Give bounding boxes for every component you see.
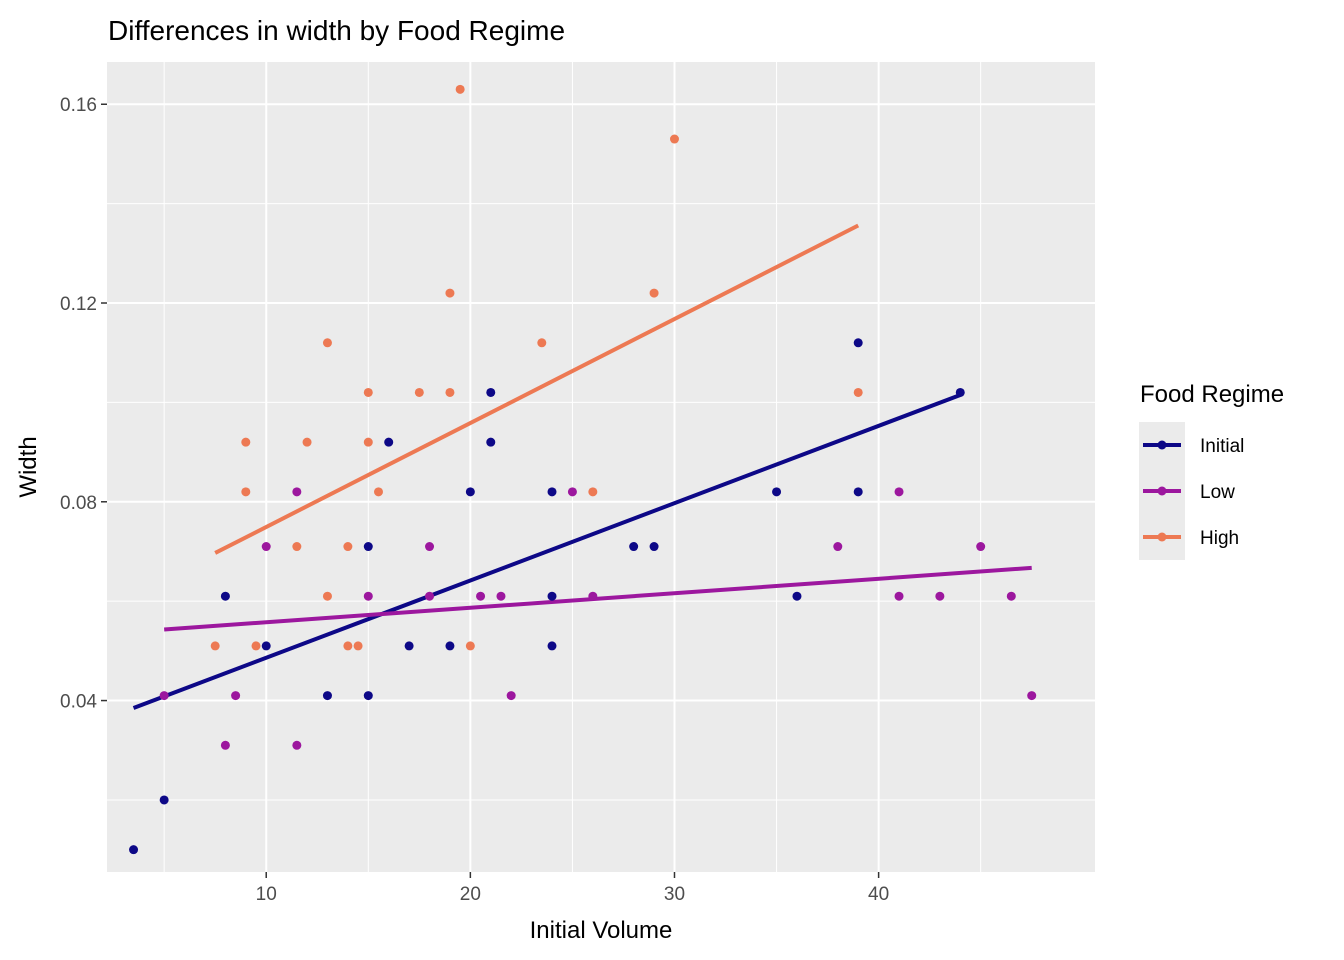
point-initial bbox=[404, 641, 414, 651]
point-initial bbox=[445, 641, 455, 651]
point-high bbox=[455, 84, 465, 94]
y-axis-title: Width bbox=[15, 436, 42, 497]
point-initial bbox=[129, 845, 139, 855]
fit-line-initial bbox=[132, 393, 961, 710]
x-tick-label: 40 bbox=[868, 884, 889, 905]
point-initial bbox=[363, 691, 373, 701]
point-high bbox=[353, 641, 363, 651]
grid-major bbox=[107, 62, 1095, 872]
legend: Food Regime Initial Low High bbox=[1139, 381, 1284, 560]
point-high bbox=[322, 591, 332, 601]
y-axis: 0.04 0.08 0.12 0.16 bbox=[60, 95, 107, 713]
legend-label-low: Low bbox=[1200, 482, 1235, 503]
x-axis-title: Initial Volume bbox=[530, 917, 673, 944]
point-high bbox=[445, 288, 455, 298]
point-high bbox=[302, 437, 312, 447]
x-axis: 10 20 30 40 bbox=[256, 872, 889, 905]
point-high bbox=[853, 387, 863, 397]
point-high bbox=[292, 542, 302, 552]
legend-label-high: High bbox=[1200, 528, 1239, 549]
point-low bbox=[567, 487, 577, 497]
point-low bbox=[220, 740, 230, 750]
point-initial bbox=[547, 591, 557, 601]
point-initial bbox=[261, 641, 271, 651]
point-high bbox=[210, 641, 220, 651]
point-initial bbox=[384, 437, 394, 447]
point-high bbox=[322, 338, 332, 348]
fit-lines bbox=[132, 223, 1032, 710]
point-high bbox=[373, 487, 383, 497]
point-initial bbox=[547, 487, 557, 497]
point-low bbox=[976, 542, 986, 552]
y-tick-label: 0.08 bbox=[60, 493, 97, 514]
point-high bbox=[241, 437, 251, 447]
point-initial bbox=[853, 487, 863, 497]
point-initial bbox=[547, 641, 557, 651]
point-low bbox=[833, 542, 843, 552]
point-high bbox=[414, 387, 424, 397]
point-initial bbox=[486, 387, 496, 397]
point-high bbox=[465, 641, 475, 651]
x-tick-label: 30 bbox=[664, 884, 685, 905]
point-low bbox=[1027, 691, 1037, 701]
point-low bbox=[935, 591, 945, 601]
point-high bbox=[363, 437, 373, 447]
point-low bbox=[894, 591, 904, 601]
point-low bbox=[894, 487, 904, 497]
point-low bbox=[476, 591, 486, 601]
point-low bbox=[261, 542, 271, 552]
legend-key-point-initial bbox=[1157, 440, 1167, 450]
point-initial bbox=[792, 591, 802, 601]
point-high bbox=[649, 288, 659, 298]
point-high bbox=[343, 641, 353, 651]
fit-line-low bbox=[164, 565, 1032, 632]
point-high bbox=[363, 387, 373, 397]
point-initial bbox=[649, 542, 659, 552]
point-initial bbox=[629, 542, 639, 552]
legend-key-point-high bbox=[1157, 532, 1167, 542]
chart-title: Differences in width by Food Regime bbox=[108, 15, 565, 46]
point-initial bbox=[220, 591, 230, 601]
data-points bbox=[129, 84, 1037, 855]
fit-line-high bbox=[214, 223, 860, 555]
grid-minor bbox=[107, 62, 1095, 872]
x-tick-label: 20 bbox=[460, 884, 481, 905]
point-initial bbox=[322, 691, 332, 701]
point-low bbox=[506, 691, 516, 701]
point-initial bbox=[853, 338, 863, 348]
point-initial bbox=[772, 487, 782, 497]
plot-panel bbox=[107, 62, 1095, 872]
point-low bbox=[425, 591, 435, 601]
point-low bbox=[363, 591, 373, 601]
point-high bbox=[251, 641, 261, 651]
point-low bbox=[588, 591, 598, 601]
point-low bbox=[231, 691, 241, 701]
point-initial bbox=[363, 542, 373, 552]
point-low bbox=[1006, 591, 1016, 601]
point-high bbox=[445, 387, 455, 397]
point-low bbox=[292, 487, 302, 497]
point-low bbox=[159, 691, 169, 701]
y-tick-label: 0.12 bbox=[60, 294, 97, 315]
point-initial bbox=[465, 487, 475, 497]
point-low bbox=[496, 591, 506, 601]
point-initial bbox=[955, 387, 965, 397]
legend-title: Food Regime bbox=[1140, 381, 1284, 408]
point-initial bbox=[486, 437, 496, 447]
point-high bbox=[537, 338, 547, 348]
y-tick-label: 0.04 bbox=[60, 692, 97, 713]
point-low bbox=[425, 542, 435, 552]
point-high bbox=[343, 542, 353, 552]
legend-label-initial: Initial bbox=[1200, 436, 1244, 457]
x-tick-label: 10 bbox=[256, 884, 277, 905]
point-low bbox=[292, 740, 302, 750]
point-high bbox=[588, 487, 598, 497]
point-initial bbox=[159, 795, 169, 805]
legend-key-point-low bbox=[1157, 486, 1167, 496]
point-high bbox=[241, 487, 251, 497]
point-high bbox=[669, 134, 679, 144]
y-tick-label: 0.16 bbox=[60, 95, 97, 116]
